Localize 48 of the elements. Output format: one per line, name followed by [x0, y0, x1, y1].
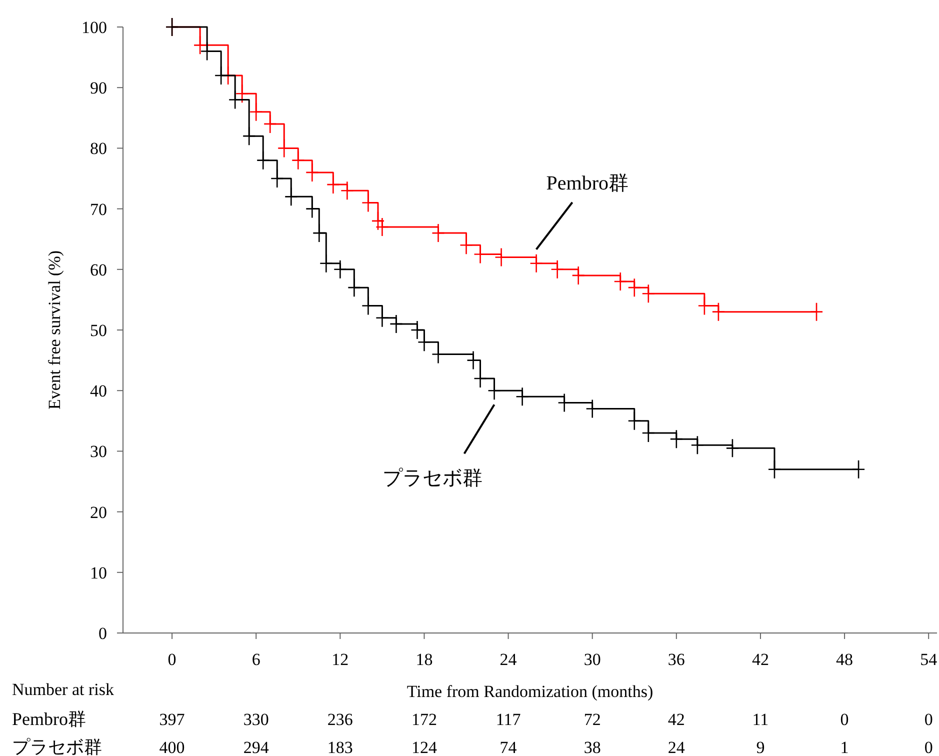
y-tick-label: 10: [90, 563, 107, 582]
y-tick-label: 70: [90, 200, 107, 219]
text: Pembro群: [12, 709, 86, 729]
text: 294: [243, 738, 270, 756]
text: 124: [411, 738, 438, 756]
text: 24: [668, 738, 686, 756]
x-tick-label: 6: [252, 650, 260, 669]
text: 9: [756, 738, 765, 756]
x-axis-title: Time from Randomization (months): [406, 682, 654, 701]
text: 1: [840, 738, 849, 756]
text: Number at risk: [12, 680, 114, 699]
text: 172: [411, 710, 437, 729]
text: 183: [327, 738, 353, 756]
x-tick-label: 42: [752, 650, 769, 669]
text: 400: [159, 738, 185, 756]
y-tick-label: 50: [90, 321, 107, 340]
y-tick-label: 90: [90, 78, 107, 98]
x-tick-label: 54: [920, 650, 938, 669]
text: 117: [496, 710, 522, 729]
text: プラセボ群: [12, 737, 102, 756]
text: 0: [924, 738, 933, 756]
text: 42: [668, 710, 685, 729]
text: 74: [500, 738, 518, 756]
x-tick-label: 36: [668, 650, 685, 669]
text: 397: [159, 710, 186, 729]
y-axis-title: Event free survival (%): [45, 250, 64, 410]
y-tick-label: 0: [98, 624, 107, 643]
text: 38: [584, 738, 601, 756]
text: 0: [924, 710, 933, 729]
text: 0: [840, 710, 849, 729]
y-tick-label: 60: [90, 260, 107, 280]
x-tick-label: 12: [332, 650, 349, 669]
text: 330: [243, 710, 269, 729]
x-tick-label: 48: [836, 650, 854, 669]
y-tick-label: 100: [82, 18, 107, 37]
y-tick-label: 80: [90, 139, 107, 158]
x-tick-label: 18: [416, 650, 433, 669]
y-tick-label: 40: [90, 382, 107, 401]
x-tick-label: 0: [168, 650, 176, 669]
text: Pembro群: [546, 172, 629, 194]
x-tick-label: 30: [584, 650, 601, 669]
y-tick-label: 20: [90, 502, 107, 522]
y-tick-label: 30: [90, 442, 107, 462]
text: 236: [327, 710, 353, 729]
x-tick-label: 24: [500, 650, 518, 669]
text: 72: [584, 710, 601, 729]
text: プラセボ群: [382, 468, 482, 490]
text: 11: [752, 710, 769, 729]
